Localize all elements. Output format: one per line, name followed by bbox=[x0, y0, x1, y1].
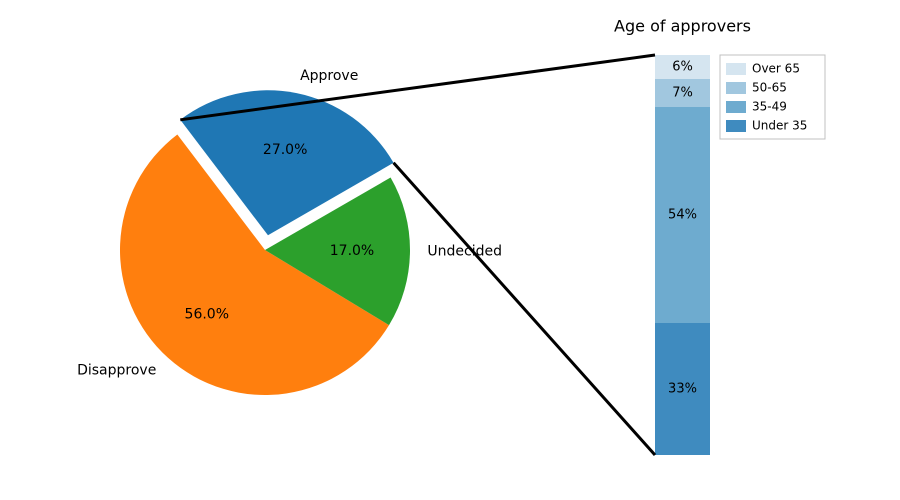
bar-pct-over-65: 6% bbox=[672, 60, 693, 75]
bar-pct-35-49: 54% bbox=[668, 208, 697, 223]
pie-pct-disapprove: 56.0% bbox=[185, 307, 229, 323]
chart-stage: 27.0% Approve 56.0% Disapprove 17.0% Undecide… bbox=[0, 0, 900, 500]
pie-pct-undecided: 17.0% bbox=[330, 243, 374, 259]
legend-label-over-65: Over 65 bbox=[752, 62, 800, 76]
bar-title: Age of approvers bbox=[614, 17, 751, 36]
legend-label-under-35: Under 35 bbox=[752, 119, 807, 133]
legend: Over 65 50-65 35-49 Under 35 bbox=[720, 55, 825, 139]
bar-pct-under-35: 33% bbox=[668, 382, 697, 397]
chart-svg: 27.0% Approve 56.0% Disapprove 17.0% Undecide… bbox=[0, 0, 900, 500]
legend-swatch-under-35 bbox=[726, 120, 746, 132]
legend-swatch-35-49 bbox=[726, 101, 746, 113]
legend-label-50-65: 50-65 bbox=[752, 81, 787, 95]
pie-label-approve: Approve bbox=[300, 68, 358, 84]
pie-label-disapprove: Disapprove bbox=[77, 363, 156, 379]
connector-top bbox=[180, 55, 655, 120]
legend-swatch-over-65 bbox=[726, 63, 746, 75]
legend-swatch-50-65 bbox=[726, 82, 746, 94]
bar-pct-50-65: 7% bbox=[672, 86, 693, 101]
pie-pct-approve: 27.0% bbox=[263, 142, 307, 158]
legend-label-35-49: 35-49 bbox=[752, 100, 787, 114]
pie-label-undecided: Undecided bbox=[427, 244, 502, 260]
connector-bottom bbox=[394, 163, 655, 455]
